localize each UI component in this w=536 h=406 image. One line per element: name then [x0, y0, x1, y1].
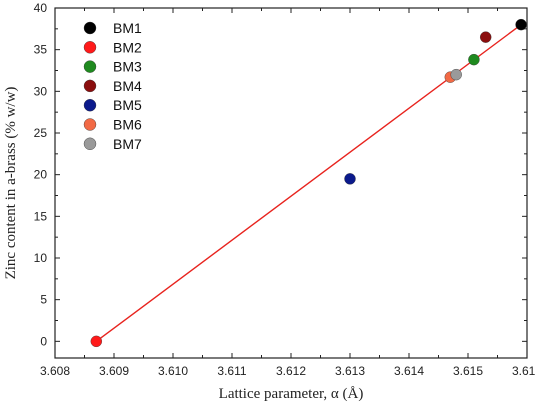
legend-label-bm3: BM3	[113, 59, 142, 75]
legend-label-bm2: BM2	[113, 39, 142, 55]
legend-marker-bm3	[83, 60, 97, 73]
data-point-bm1	[515, 18, 527, 31]
y-tick-label: 25	[34, 126, 48, 140]
y-tick-label: 30	[34, 84, 48, 98]
legend-marker-bm4	[83, 79, 97, 93]
legend: BM1 BM2 BM3 BM4 BM5 BM6 BM7	[83, 20, 142, 152]
legend-label-bm6: BM6	[113, 117, 142, 133]
x-tick-label: 3.615	[453, 364, 483, 378]
x-tick-label: 3.612	[276, 364, 306, 378]
data-points	[90, 18, 527, 348]
x-tick-label: 3.608	[40, 364, 70, 378]
y-tick-label: 20	[34, 168, 48, 182]
legend-label-bm5: BM5	[113, 97, 142, 113]
data-point-bm3	[468, 53, 480, 66]
legend-label-bm4: BM4	[113, 78, 142, 94]
legend-marker-bm5	[83, 98, 97, 112]
y-tick-label: 5	[40, 293, 47, 307]
axes: 3.608 3.609 3.610 3.611 3.612 3.613 3.614 3.615…	[34, 1, 536, 378]
x-tick-label: 3.613	[335, 364, 365, 378]
legend-marker-bm6	[83, 118, 97, 131]
x-tick-label: 3.614	[394, 364, 424, 378]
x-tick-label: 3.610	[158, 364, 188, 378]
legend-marker-bm7	[83, 137, 97, 151]
y-tick-label: 10	[34, 251, 48, 265]
legend-label-bm7: BM7	[113, 136, 142, 152]
x-axis-title: Lattice parameter, α (Å)	[219, 386, 364, 402]
data-point-bm5	[344, 173, 356, 185]
y-tick-label: 40	[34, 1, 48, 15]
x-tick-label: 3.609	[99, 364, 129, 378]
y-tick-label: 35	[34, 43, 48, 57]
data-point-bm2	[90, 335, 103, 348]
data-point-bm4	[480, 31, 492, 43]
legend-marker-bm1	[83, 21, 97, 35]
data-point-bm7	[450, 68, 462, 81]
x-tick-label: 3.611	[217, 364, 246, 378]
x-tick-label: 3.616	[512, 364, 536, 378]
y-tick-label: 0	[40, 334, 47, 348]
legend-label-bm1: BM1	[113, 20, 142, 36]
y-tick-label: 15	[34, 209, 48, 223]
legend-marker-bm2	[83, 41, 97, 54]
y-axis-title: Zinc content in a-brass (% w/w)	[3, 87, 19, 280]
